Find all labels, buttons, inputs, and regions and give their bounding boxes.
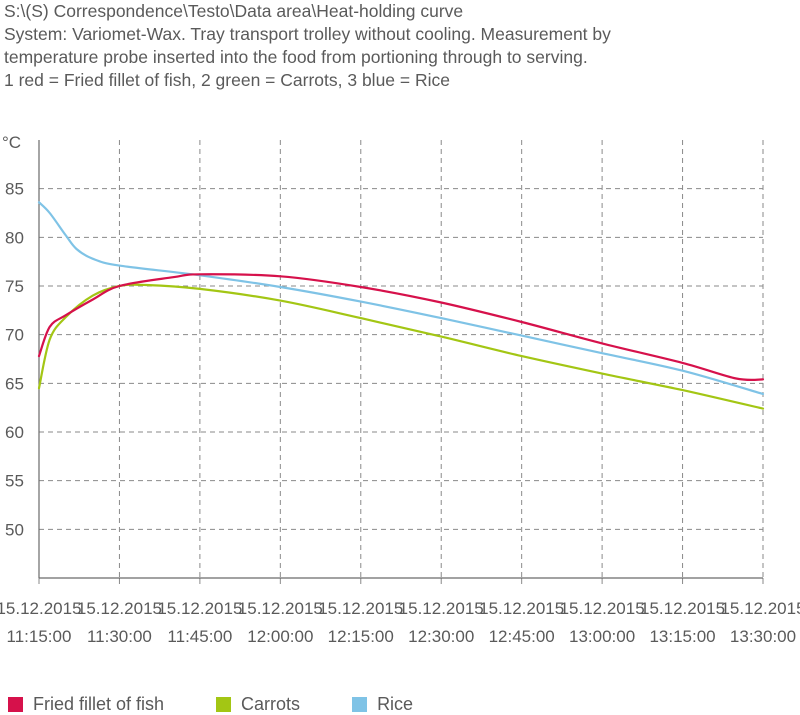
x-tick-label-date: 15.12.2015	[479, 599, 564, 618]
x-tick-label-date: 15.12.2015	[640, 599, 725, 618]
grid	[39, 140, 764, 578]
legend-swatch-rice	[352, 697, 368, 712]
x-tick-label-time: 11:45:00	[167, 627, 232, 646]
legend-item-fish: Fried fillet of fish	[8, 694, 164, 715]
x-tick-label-date: 15.12.2015	[399, 599, 484, 618]
x-tick-label-date: 15.12.2015	[238, 599, 323, 618]
carrots-line	[37, 283, 765, 410]
x-tick-label-time: 11:15:00	[7, 627, 72, 646]
legend-swatch-fish	[8, 697, 23, 712]
axes	[38, 140, 764, 584]
chart-header: S:\(S) Correspondence\Testo\Data area\He…	[4, 0, 794, 92]
y-tick-label: 55	[5, 472, 24, 491]
y-tick-label: 65	[5, 374, 24, 393]
x-tick-label-date: 15.12.2015	[157, 599, 242, 618]
x-tick-labels: 15.12.2015 11:15:00 15.12.2015 11:30:00 15.1…	[0, 599, 800, 646]
x-tick-label-time: 13:15:00	[649, 627, 715, 646]
file-path-text: S:\(S) Correspondence\Testo\Data area\He…	[4, 1, 464, 21]
x-tick-label-date: 15.12.2015	[77, 599, 162, 618]
y-tick-label: 75	[5, 277, 24, 296]
system-description-line2: temperature probe inserted into the food…	[4, 47, 588, 67]
legend: Fried fillet of fish Carrots Rice	[8, 694, 465, 715]
x-tick-label-time: 12:45:00	[489, 627, 555, 646]
x-tick-label-time: 12:00:00	[247, 627, 313, 646]
fried-fillet-of-fish-line	[37, 273, 765, 382]
legend-label-carrots: Carrots	[241, 694, 301, 714]
y-tick-label: 60	[5, 423, 24, 442]
legend-item-rice: Rice	[352, 694, 413, 715]
x-tick-label-date: 15.12.2015	[0, 599, 82, 618]
series-key-text: 1 red = Fried fillet of fish, 2 green = …	[4, 70, 450, 90]
series-lines	[37, 201, 765, 410]
y-tick-label: 80	[5, 228, 24, 247]
rice-line	[37, 201, 765, 396]
x-tick-label-time: 13:00:00	[569, 627, 635, 646]
y-tick-labels: 50 55 60 65 70 75 80 85	[5, 180, 24, 540]
legend-item-carrots: Carrots	[216, 694, 300, 715]
y-tick-label: 70	[5, 326, 24, 345]
system-description-line1: System: Variomet-Wax. Tray transport tro…	[4, 24, 611, 44]
y-tick-label: 50	[5, 520, 24, 539]
x-tick-label-date: 15.12.2015	[720, 599, 800, 618]
legend-label-fish: Fried fillet of fish	[33, 694, 165, 714]
x-tick-label-time: 12:30:00	[408, 627, 474, 646]
y-axis-unit: °C	[2, 133, 21, 152]
legend-label-rice: Rice	[377, 694, 414, 714]
legend-swatch-carrots	[216, 697, 232, 712]
x-tick-label-time: 13:30:00	[730, 627, 796, 646]
x-tick-label-time: 11:30:00	[87, 627, 152, 646]
x-tick-label-date: 15.12.2015	[318, 599, 403, 618]
x-tick-label-date: 15.12.2015	[560, 599, 645, 618]
y-tick-label: 85	[5, 180, 24, 199]
x-tick-label-time: 12:15:00	[328, 627, 394, 646]
